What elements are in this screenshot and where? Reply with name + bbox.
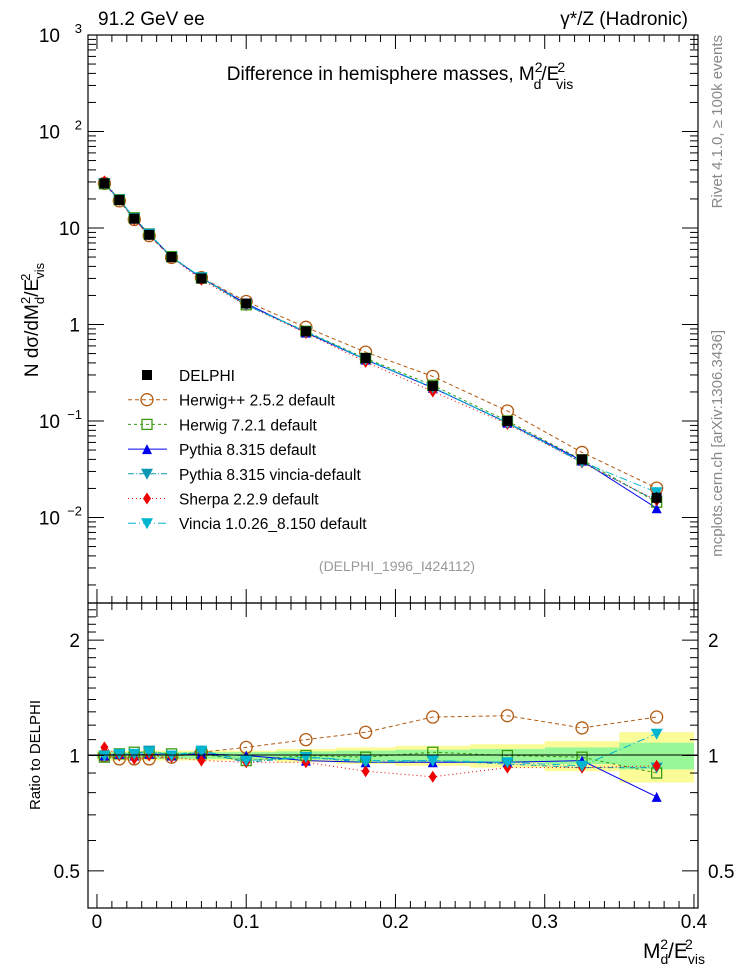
ratio-point-sherpa-2-2-9-default	[428, 770, 437, 783]
ratio-point-vincia-1-0-26-8-150-default	[359, 755, 372, 767]
y-tick-exponent: −2	[67, 503, 82, 518]
y-tick-label: 10	[59, 219, 80, 240]
x-tick-label: 0	[92, 912, 103, 933]
ratio-point-vincia-1-0-26-8-150-default	[650, 728, 663, 740]
axes: 0 0.1 0.2 0.3 0.4 10 3 10 2 10 1 10 −1 10 −2 2 2 1 1 0.5 0.5	[39, 21, 735, 933]
legend-marker	[142, 370, 152, 380]
ratio-point-sherpa-2-2-9-default	[361, 765, 370, 778]
legend-label: Vincia 1.0.26_8.150 default	[179, 516, 367, 533]
ratio-tick-label: 0.5	[54, 862, 80, 883]
ratio-point-sherpa-2-2-9-default	[100, 741, 109, 754]
header-right: γ*/Z (Hadronic)	[560, 9, 688, 30]
ratio-point-vincia-1-0-26-8-150-default	[128, 748, 141, 760]
x-tick-label: 0.3	[532, 912, 558, 933]
ratio-tick-label: 1	[69, 747, 80, 768]
y-tick-label: 10	[39, 508, 60, 529]
ratio-point-vincia-1-0-26-8-150-default	[195, 745, 208, 757]
point-pythia-8-315-default	[651, 503, 662, 514]
y-tick-label: 1	[69, 315, 80, 336]
line-herwig-2-5-2-default	[104, 183, 657, 489]
legend-label: Herwig++ 2.5.2 default	[179, 393, 336, 410]
ratio-point-herwig-2-5-2-default	[575, 721, 589, 735]
ratio-point-herwig-2-5-2-default	[500, 709, 515, 723]
legend-marker	[143, 492, 151, 505]
legend-label: Pythia 8.315 vincia-default	[179, 467, 362, 484]
ratio-point-vincia-1-0-26-8-150-default	[501, 757, 514, 769]
series-lines	[104, 181, 657, 798]
y-tick-exponent: 3	[75, 21, 82, 36]
y-axis-label: N dσ/dMd2/Evis2	[18, 262, 47, 377]
ratio-point-vincia-1-0-26-8-150-default	[426, 755, 439, 767]
x-tick-label: 0.4	[681, 912, 708, 933]
ratio-point-herwig-2-5-2-default	[426, 710, 440, 724]
legend-label: DELPHI	[179, 368, 235, 385]
ratio-point-pythia-8-315-default	[651, 791, 662, 802]
ratio-bands	[96, 732, 694, 783]
ratio-point-vincia-1-0-26-8-150-default	[576, 760, 589, 772]
legend-label: Sherpa 2.2.9 default	[179, 492, 319, 509]
plot-title: Difference in hemisphere masses, M2 d/E2 v…	[227, 59, 573, 92]
ratio-point-herwig-2-5-2-default	[299, 732, 313, 747]
ratio-point-vincia-1-0-26-8-150-default	[143, 747, 156, 759]
ratio-point-vincia-1-0-26-8-150-default	[98, 750, 111, 762]
analysis-label: (DELPHI_1996_I424112)	[319, 558, 475, 574]
y-tick-label: 10	[39, 122, 60, 143]
ratio-tick-label: 2	[708, 631, 719, 652]
ratio-point-sherpa-2-2-9-default	[197, 754, 206, 767]
ratio-tick-label: 2	[69, 631, 80, 652]
x-axis-label: Md2/Evis2	[643, 936, 705, 967]
y-tick-label: 10	[39, 26, 60, 47]
legend-marker	[142, 444, 152, 455]
ratio-point-vincia-1-0-26-8-150-default	[240, 755, 253, 767]
mcplots-label: mcplots.cern.ch [arXiv:1306.3436]	[709, 330, 726, 557]
series-markers	[97, 175, 664, 802]
x-tick-label: 0.2	[382, 912, 408, 933]
header-left: 91.2 GeV ee	[98, 9, 205, 30]
line-pythia-8-315-default	[104, 183, 657, 509]
y-tick-exponent: −1	[67, 407, 82, 422]
ratio-point-herwig-2-5-2-default	[358, 725, 373, 739]
legend-marker	[141, 518, 153, 530]
ratio-point-vincia-1-0-26-8-150-default	[113, 748, 126, 760]
rivet-version-label: Rivet 4.1.0, ≥ 100k events	[709, 35, 726, 208]
ratio-y-axis-label: Ratio to DELPHI	[27, 700, 44, 810]
ratio-tick-label: 1	[708, 747, 719, 768]
ratio-point-herwig-2-5-2-default	[650, 710, 664, 724]
legend-marker	[141, 468, 153, 480]
legend-label: Herwig 7.2.1 default	[179, 417, 318, 434]
ratio-tick-label: 0.5	[708, 862, 734, 883]
legend-marker	[141, 418, 153, 431]
legend-marker	[140, 393, 154, 407]
y-tick-label: 10	[39, 412, 60, 433]
ratio-point-vincia-1-0-26-8-150-default	[165, 750, 178, 762]
ratio-point-sherpa-2-2-9-default	[652, 759, 661, 772]
legend: DELPHI Herwig++ 2.5.2 default Herwig 7.2.1…	[128, 368, 367, 533]
y-tick-exponent: 2	[75, 117, 82, 132]
legend-label: Pythia 8.315 default	[179, 442, 317, 459]
x-tick-label: 0.1	[233, 912, 259, 933]
